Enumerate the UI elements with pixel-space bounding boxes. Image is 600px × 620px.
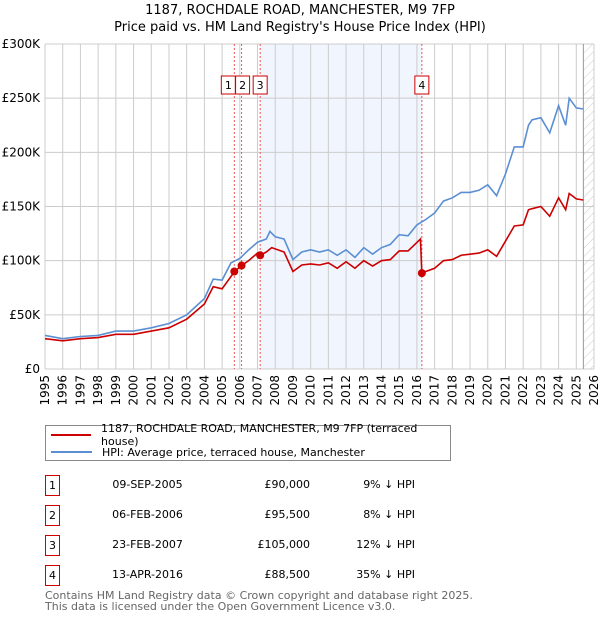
x-tick-label: 2024	[552, 375, 566, 406]
title-line: 1187, ROCHDALE ROAD, MANCHESTER, M9 7FP	[145, 3, 455, 18]
sale-hpi-diff: 8% ↓ HPI	[363, 508, 415, 521]
sale-label: 2	[239, 79, 246, 92]
property-price-line	[44, 192, 584, 342]
x-tick-label: 2020	[481, 375, 495, 406]
y-tick-label: £250K	[2, 91, 42, 105]
sale-row: 4 13-APR-2016 £88,500 35% ↓ HPI	[45, 565, 445, 586]
sale-row: 3 23-FEB-2007 £105,000 12% ↓ HPI	[45, 535, 445, 556]
x-tick-label: 2003	[180, 375, 194, 406]
sale-hpi-diff: 35% ↓ HPI	[356, 568, 415, 581]
x-tick-label: 2016	[410, 375, 424, 406]
y-tick-label: £0	[25, 362, 40, 376]
sale-row: 2 06-FEB-2006 £95,500 8% ↓ HPI	[45, 505, 445, 526]
x-tick-label: 2014	[374, 375, 388, 406]
sale-label-box	[235, 75, 251, 95]
sale-label: 4	[418, 79, 425, 92]
sale-date: 23-FEB-2007	[112, 538, 183, 551]
sale-number: 1	[45, 475, 60, 496]
sale-label-box	[414, 75, 430, 95]
sale-number: 4	[45, 565, 60, 586]
x-tick-label: 2012	[339, 375, 353, 406]
y-tick-label: £100K	[2, 254, 42, 268]
x-tick-label: 1997	[73, 375, 87, 406]
sale-point	[237, 261, 246, 270]
x-tick-label: 1999	[109, 375, 123, 406]
y-tick-label: £200K	[2, 145, 42, 159]
x-tick-label: 1998	[91, 375, 105, 406]
chart-title: 1187, ROCHDALE ROAD, MANCHESTER, M9 7FP …	[0, 2, 600, 36]
x-tick-label: 2023	[534, 375, 548, 406]
x-tick-label: 2001	[144, 375, 158, 406]
x-tick-label: 2011	[321, 375, 335, 406]
legend-red-line	[51, 434, 92, 436]
x-tick-label: 2021	[498, 375, 512, 406]
footer-line-1: Contains HM Land Registry data © Crown c…	[45, 589, 473, 602]
subtitle-line: Price paid vs. HM Land Registry's House …	[114, 20, 486, 35]
x-tick-label: 2015	[392, 375, 406, 406]
x-tick-label: 2017	[428, 375, 442, 406]
x-tick-label: 2009	[286, 375, 300, 406]
sale-point	[417, 269, 426, 278]
x-tick-label: 2010	[304, 375, 318, 406]
price-chart: 1995 1996 1997 1998 1999 2000 2001 2002 2003 2004…	[2, 37, 600, 406]
x-tick-label: 2007	[251, 375, 265, 406]
sale-hpi-diff: 9% ↓ HPI	[363, 478, 415, 491]
x-tick-label: 1995	[38, 375, 52, 406]
sale-number: 3	[45, 535, 60, 556]
sale-label-box	[252, 75, 268, 95]
x-tick-label: 2018	[445, 375, 459, 406]
sale-date: 06-FEB-2006	[112, 508, 183, 521]
x-tick-label: 2005	[215, 375, 229, 406]
y-tick-label: £50K	[9, 308, 41, 322]
x-tick-label: 2002	[162, 375, 176, 406]
sale-hpi-diff: 12% ↓ HPI	[356, 538, 415, 551]
sale-date: 13-APR-2016	[111, 568, 184, 581]
footer-line-2: This data is licensed under the Open Gov…	[45, 600, 396, 613]
sale-price: £95,500	[264, 508, 311, 521]
x-tick-label: 2022	[516, 375, 530, 406]
hpi-line	[44, 96, 584, 340]
x-tick-label: 2000	[127, 375, 141, 406]
x-tick-label: 2019	[463, 375, 477, 406]
y-tick-label: £150K	[2, 200, 42, 214]
sale-number: 2	[45, 505, 60, 526]
x-tick-label: 1996	[56, 375, 70, 406]
sale-price: £105,000	[257, 538, 311, 551]
x-tick-label: 2013	[357, 375, 371, 406]
sale-row: 1 09-SEP-2005 £90,000 9% ↓ HPI	[45, 475, 445, 496]
sale-price: £88,500	[264, 568, 311, 581]
footer: Contains HM Land Registry data © Crown c…	[45, 590, 473, 612]
x-tick-label: 2006	[233, 375, 247, 406]
legend-property-label: 1187, ROCHDALE ROAD, MANCHESTER, M9 7FP …	[101, 422, 418, 448]
sale-label: 1	[225, 79, 232, 92]
x-tick-label: 2004	[197, 375, 211, 406]
x-tick-label: 2008	[268, 375, 282, 406]
x-tick-label: 2026	[587, 375, 600, 406]
sale-label: 3	[257, 79, 264, 92]
sale-price: £90,000	[264, 478, 311, 491]
sale-point	[256, 251, 265, 260]
sale-point	[230, 267, 239, 276]
legend: 1187, ROCHDALE ROAD, MANCHESTER, M9 7FP …	[45, 422, 451, 461]
legend-blue-line	[51, 451, 92, 453]
sale-date: 09-SEP-2005	[112, 478, 183, 491]
y-tick-label: £300K	[2, 37, 42, 51]
legend-hpi-label: HPI: Average price, terraced house, Manc…	[102, 445, 365, 459]
x-tick-label: 2025	[569, 375, 583, 406]
